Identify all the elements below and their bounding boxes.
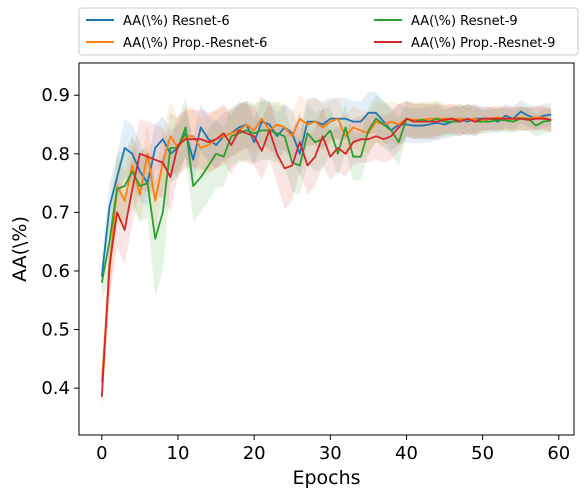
x-tick-label: 30 bbox=[319, 443, 342, 464]
y-tick-label: 0.9 bbox=[41, 85, 70, 106]
x-tick-label: 20 bbox=[243, 443, 266, 464]
x-tick-label: 50 bbox=[471, 443, 494, 464]
x-tick-label: 40 bbox=[395, 443, 418, 464]
legend-entry: AA(\%) Prop.-Resnet-9 bbox=[411, 36, 555, 51]
y-tick-label: 0.8 bbox=[41, 144, 70, 165]
x-tick-label: 0 bbox=[96, 443, 107, 464]
x-tick-label: 10 bbox=[167, 443, 190, 464]
legend-entry: AA(\%) Resnet-9 bbox=[411, 14, 518, 29]
legend: AA(\%) Resnet-6 AA(\%) Resnet-9 AA(\%) Pro… bbox=[79, 8, 578, 55]
x-axis-label: Epochs bbox=[292, 467, 360, 489]
y-tick-label: 0.6 bbox=[41, 261, 70, 282]
y-tick-label: 0.5 bbox=[41, 320, 70, 341]
legend-entry: AA(\%) Resnet-6 bbox=[123, 14, 230, 29]
x-tick-label: 60 bbox=[547, 443, 570, 464]
y-tick-label: 0.7 bbox=[41, 202, 70, 223]
y-axis-label: AA(\%) bbox=[9, 216, 31, 282]
legend-entry: AA(\%) Prop.-Resnet-6 bbox=[123, 36, 267, 51]
y-tick-label: 0.4 bbox=[41, 378, 70, 399]
